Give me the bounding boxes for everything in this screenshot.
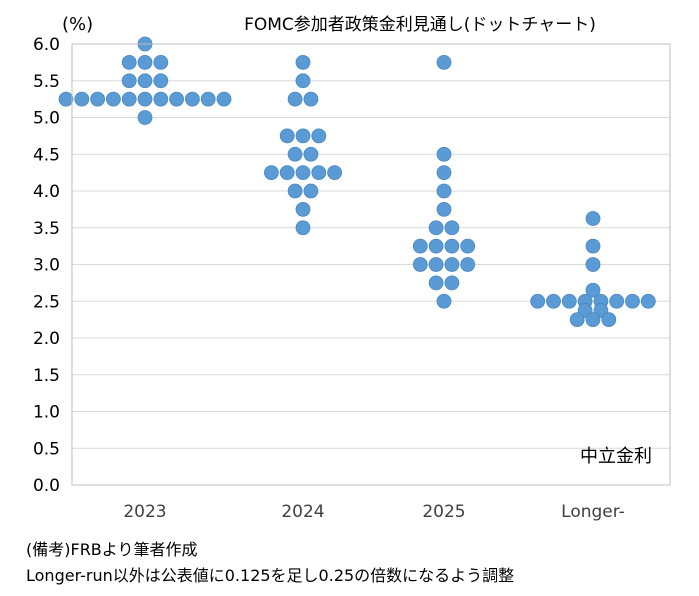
dot-2024 — [295, 128, 311, 144]
dot-2024 — [279, 128, 295, 144]
y-tick-label: 2.0 — [33, 329, 60, 349]
dot-2025 — [444, 220, 460, 236]
dot-2024 — [263, 165, 279, 181]
dot-2023 — [184, 91, 200, 107]
dot-longer-run — [585, 312, 601, 328]
dot-2025 — [436, 293, 452, 309]
dot-2023 — [121, 54, 137, 70]
dot-2023 — [169, 91, 185, 107]
dot-2025 — [428, 220, 444, 236]
dot-2024 — [303, 91, 319, 107]
dot-2024 — [295, 165, 311, 181]
neutral-rate-annotation: 中立金利 — [580, 446, 652, 467]
y-tick-label: 3.0 — [33, 256, 60, 276]
dot-2025 — [428, 257, 444, 272]
dot-2024 — [287, 91, 303, 107]
y-tick-label: 3.5 — [33, 219, 60, 239]
x-axis-tick-labels: 2023 2024 2025 Longer-run — [123, 502, 625, 530]
dot-2025 — [436, 201, 452, 217]
dot-longer-run — [585, 211, 601, 226]
dot-2023 — [74, 91, 90, 107]
dot-plot-chart: (%) FOMC参加者政策金利見通し(ドットチャート) 6.0 5.5 5.0 4.5… — [33, 14, 671, 530]
y-tick-label: 1.5 — [33, 366, 60, 386]
dot-2025 — [444, 275, 460, 291]
dot-2023 — [153, 54, 169, 70]
dot-2024 — [279, 165, 295, 181]
dot-2025 — [460, 257, 476, 272]
x-tick-label: 2025 — [422, 502, 465, 522]
dot-2025 — [436, 183, 452, 199]
dot-2025 — [412, 238, 428, 254]
dot-2023 — [58, 91, 74, 107]
dot-series — [58, 36, 656, 328]
dot-2023 — [137, 54, 153, 70]
dot-longer-run — [585, 282, 601, 298]
chart-title: FOMC参加者政策金利見通し(ドットチャート) — [244, 15, 596, 35]
dot-2024 — [287, 146, 303, 162]
dot-2024 — [327, 165, 343, 181]
y-tick-label: 6.0 — [33, 35, 60, 55]
dot-2023 — [200, 91, 216, 107]
dot-2023 — [137, 73, 153, 89]
dot-longer-run — [585, 257, 601, 272]
dot-2023 — [153, 91, 169, 107]
dot-longer-run — [530, 293, 546, 309]
dot-2025 — [412, 257, 428, 272]
plot-area-border — [71, 43, 671, 486]
dot-2023 — [153, 73, 169, 89]
source-note: (備考)FRBより筆者作成 — [26, 540, 198, 559]
dot-2023 — [216, 91, 232, 107]
dot-longer-run — [625, 293, 640, 309]
dot-longer-run — [569, 312, 585, 328]
adjustment-note: Longer-run以外は公表値に0.125を足し0.25の倍数になるよう調整 — [26, 566, 515, 585]
dot-2024 — [311, 165, 327, 181]
unit-label: (%) — [62, 14, 93, 35]
dot-2025 — [428, 238, 444, 254]
dot-2024 — [295, 220, 311, 236]
y-tick-label: 1.0 — [33, 403, 60, 423]
dot-2023 — [121, 73, 137, 89]
dot-2025 — [444, 257, 460, 272]
dot-2023 — [137, 110, 153, 125]
y-tick-label: 4.0 — [33, 182, 60, 202]
dot-longer-run — [585, 238, 601, 254]
dot-2025 — [460, 238, 476, 254]
dot-2023 — [90, 91, 105, 107]
dot-2024 — [295, 201, 311, 217]
dot-2024 — [303, 146, 319, 162]
y-tick-label: 4.5 — [33, 145, 60, 165]
gridlines — [72, 43, 670, 449]
dot-longer-run — [561, 293, 577, 309]
dot-2023 — [137, 91, 153, 107]
y-tick-label: 0.5 — [33, 439, 60, 459]
dot-2025 — [436, 146, 452, 162]
dot-2024 — [295, 73, 311, 89]
x-tick-label: 2024 — [281, 502, 324, 522]
dot-2024 — [303, 183, 319, 199]
y-axis-tick-labels: 6.0 5.5 5.0 4.5 4.0 3.5 3.0 2.5 2.0 1.5 1.0 0.5 0.0 — [33, 35, 60, 496]
dot-2024 — [311, 128, 327, 144]
dot-2023 — [106, 91, 121, 107]
y-tick-label: 2.5 — [33, 292, 60, 312]
dot-longer-run — [601, 312, 617, 328]
dot-2023 — [121, 91, 137, 107]
y-tick-label: 0.0 — [33, 476, 60, 496]
dot-2025 — [444, 238, 460, 254]
dot-longer-run — [640, 293, 656, 309]
dot-longer-run — [546, 293, 561, 309]
dot-2025 — [436, 165, 452, 181]
y-tick-label: 5.5 — [33, 72, 60, 92]
dot-2025 — [428, 275, 444, 291]
dot-2025 — [436, 54, 452, 70]
dot-longer-run — [609, 293, 625, 309]
x-tick-label: Longer-run — [561, 502, 625, 530]
x-tick-label: 2023 — [123, 502, 166, 522]
dot-2024 — [287, 183, 303, 199]
y-tick-label: 5.0 — [33, 109, 60, 129]
dot-2024 — [295, 54, 311, 70]
